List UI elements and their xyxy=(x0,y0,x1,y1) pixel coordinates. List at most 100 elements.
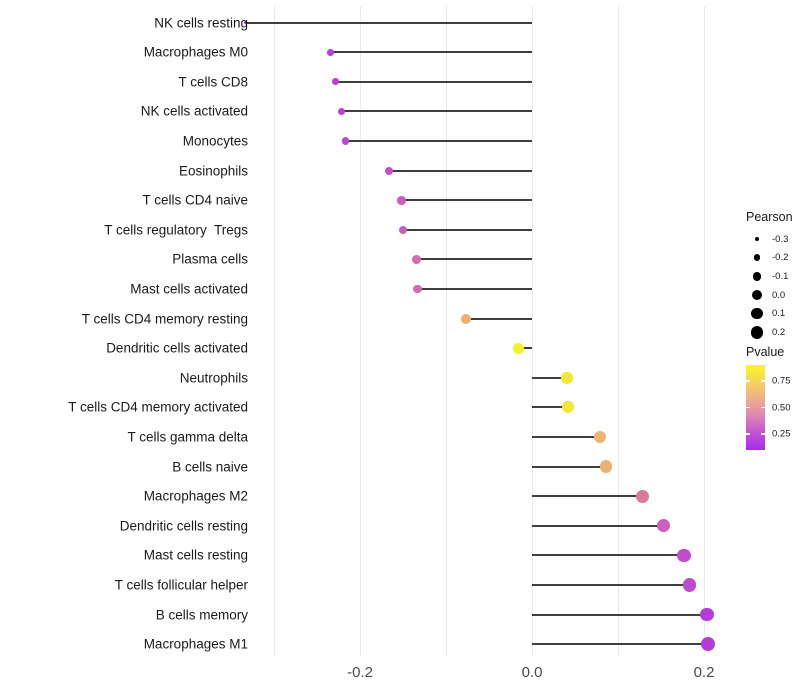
lollipop-dot xyxy=(701,637,716,652)
y-axis-label: Dendritic cells resting xyxy=(119,518,248,534)
legend-pvalue-colorbar: Pvalue 0.75 0.50 0.25 xyxy=(746,345,791,450)
gridline-x-0.1 xyxy=(618,6,619,656)
gridline-x-0 xyxy=(532,6,533,656)
y-axis-label: T cells regulatory Tregs xyxy=(104,222,248,238)
legend-size-dot xyxy=(751,308,763,320)
colorbar-label: 0.25 xyxy=(772,428,791,440)
colorbar-wrap: 0.75 0.50 0.25 xyxy=(746,365,791,450)
y-axis-label: NK cells resting xyxy=(154,15,248,31)
colorbar-tick xyxy=(746,433,750,435)
colorbar-tick xyxy=(746,379,750,382)
lollipop-segment xyxy=(532,406,569,409)
legend-size-dot xyxy=(751,290,763,301)
lollipop-segment xyxy=(403,228,532,231)
lollipop-dot xyxy=(412,254,422,264)
lollipop-dot xyxy=(656,519,671,533)
lollipop-segment xyxy=(518,347,532,350)
gridline-x--0.2 xyxy=(360,6,361,656)
lollipop-dot xyxy=(636,489,650,503)
lollipop-dot xyxy=(682,578,697,592)
legend-size-item: 0.0 xyxy=(746,286,793,305)
lollipop-segment xyxy=(532,376,568,379)
y-axis-label: NK cells activated xyxy=(140,103,248,119)
lollipop-dot xyxy=(327,48,335,56)
legend-size-dot-cell xyxy=(746,272,768,281)
legend-size-label: 0.2 xyxy=(772,326,786,338)
x-axis-tick-label: -0.2 xyxy=(347,664,373,681)
y-axis-label: T cells CD4 naive xyxy=(142,192,248,208)
legend-size-item: -0.3 xyxy=(746,230,793,249)
legend-size-dot xyxy=(753,254,761,262)
legend-size-label: -0.1 xyxy=(772,270,789,282)
legend-pearson-title: Pearson xyxy=(746,210,793,224)
legend-size-dot xyxy=(750,326,764,339)
y-axis-label: Monocytes xyxy=(182,133,248,149)
colorbar-tick xyxy=(761,379,765,382)
legend-size-label: 0.1 xyxy=(772,308,786,320)
lollipop-dot xyxy=(413,284,423,294)
lollipop-dot xyxy=(593,430,607,444)
y-axis-label: Mast cells activated xyxy=(130,281,248,297)
colorbar-label: 0.50 xyxy=(772,402,791,413)
lollipop-dot xyxy=(337,107,345,115)
lollipop-dot xyxy=(398,225,408,235)
legend-size-label: -0.2 xyxy=(772,252,789,264)
legend-size-dot-cell xyxy=(746,326,768,339)
y-axis-label: Dendritic cells activated xyxy=(106,340,248,356)
x-axis-tick-label: 0.2 xyxy=(693,664,715,681)
legend-size-item: -0.1 xyxy=(746,267,793,286)
lollipop-segment xyxy=(532,435,600,438)
y-axis-label: Neutrophils xyxy=(179,370,248,386)
lollipop-segment xyxy=(245,21,532,24)
y-axis-label: Macrophages M1 xyxy=(143,636,248,652)
lollipop-dot xyxy=(460,313,471,324)
lollipop-dot xyxy=(562,401,574,414)
lollipop-dot xyxy=(700,607,715,622)
lollipop-segment xyxy=(341,110,532,113)
lollipop-dot xyxy=(512,342,524,354)
colorbar-label: 0.75 xyxy=(772,375,791,387)
gridline-x--0.3 xyxy=(274,6,275,656)
legend-pearson-size: Pearson -0.3 -0.2 -0.1 0.0 0.1 0.2 xyxy=(746,210,793,342)
lollipop-dot xyxy=(332,78,340,86)
y-axis-label: T cells follicular helper xyxy=(114,577,248,593)
legend-size-dot-cell xyxy=(746,254,768,262)
x-axis-tick-label: 0.0 xyxy=(521,664,543,681)
y-axis-label: Macrophages M0 xyxy=(143,44,248,60)
legend-size-item: 0.2 xyxy=(746,323,793,342)
lollipop-segment xyxy=(335,80,532,83)
lollipop-segment xyxy=(401,199,532,202)
y-axis-label: T cells CD4 memory resting xyxy=(81,311,248,327)
lollipop-segment xyxy=(532,583,690,586)
lollipop-segment xyxy=(416,258,532,261)
lollipop-segment xyxy=(465,317,532,320)
legend-size-dot-cell xyxy=(746,290,768,301)
legend-size-item: -0.2 xyxy=(746,249,793,268)
legend-pearson-items: -0.3 -0.2 -0.1 0.0 0.1 0.2 xyxy=(746,230,793,342)
legend-size-dot-cell xyxy=(746,308,768,320)
lollipop-segment xyxy=(532,524,664,527)
legend-size-dot-cell xyxy=(746,237,768,242)
lollipop-segment xyxy=(417,288,532,290)
colorbar-tick xyxy=(761,433,765,435)
y-axis-label: Mast cells resting xyxy=(143,547,248,563)
gridline-x--0.1 xyxy=(446,6,447,656)
lollipop-segment xyxy=(532,643,709,646)
lollipop-segment xyxy=(532,465,606,468)
lollipop-dot xyxy=(561,371,574,384)
pvalue-gradient-bar xyxy=(746,365,765,450)
plot-panel xyxy=(243,6,738,656)
lollipop-segment xyxy=(345,140,532,143)
y-axis-label: Plasma cells xyxy=(172,251,248,267)
lollipop-dot xyxy=(677,548,692,563)
y-axis-label: B cells naive xyxy=(172,459,248,475)
y-axis-label: Macrophages M2 xyxy=(143,488,248,504)
y-axis-label: T cells gamma delta xyxy=(127,429,248,445)
y-axis-label: B cells memory xyxy=(155,607,248,622)
lollipop-segment xyxy=(532,554,685,557)
lollipop-dot xyxy=(243,20,248,25)
lollipop-dot xyxy=(396,195,406,205)
legend-size-item: 0.1 xyxy=(746,304,793,323)
lollipop-dot xyxy=(341,137,349,145)
